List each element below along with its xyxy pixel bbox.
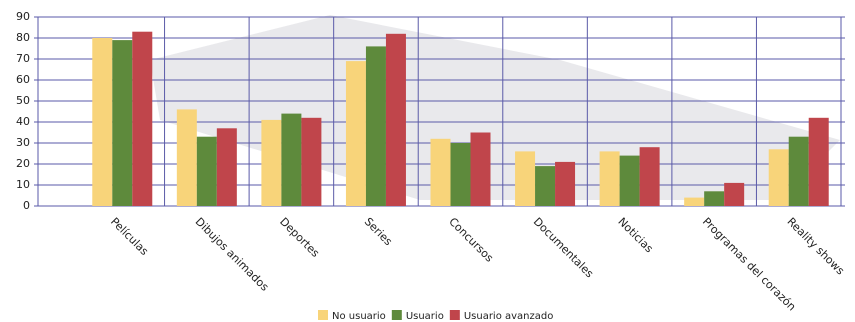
- bar: [704, 191, 725, 206]
- bar: [430, 138, 451, 206]
- y-tick-label: 10: [16, 178, 30, 191]
- bar: [808, 117, 829, 206]
- x-tick-label: Programas del corazón: [700, 215, 798, 313]
- bar: [132, 31, 153, 207]
- bar: [385, 33, 406, 206]
- y-tick-label: 60: [16, 73, 30, 86]
- x-tick-label: Documentales: [531, 215, 596, 280]
- x-tick-label: Deportes: [277, 215, 322, 260]
- bar: [599, 151, 620, 206]
- x-tick-label: Dibujos animados: [193, 215, 272, 294]
- bar: [515, 151, 536, 206]
- legend-swatch: [318, 310, 328, 320]
- x-tick-label: Noticias: [615, 215, 655, 255]
- bar: [281, 113, 302, 206]
- y-tick-label: 0: [23, 199, 30, 212]
- x-tick-label: Reality shows: [784, 215, 847, 278]
- legend-label: Usuario: [406, 311, 444, 322]
- bar: [619, 155, 640, 206]
- y-tick-label: 20: [16, 157, 30, 170]
- bar: [196, 136, 217, 206]
- bar: [216, 128, 237, 206]
- bar: [684, 197, 705, 206]
- bar: [535, 166, 556, 206]
- bar: [555, 161, 576, 206]
- y-tick-label: 80: [16, 31, 30, 44]
- legend-swatch: [449, 310, 460, 320]
- x-tick-label: Concursos: [446, 215, 496, 265]
- y-tick-label: 40: [16, 115, 30, 128]
- bar: [470, 132, 491, 206]
- bar: [112, 40, 133, 206]
- bar: [345, 61, 366, 206]
- legend-label: No usuario: [332, 311, 386, 322]
- x-tick-label: Películas: [108, 215, 151, 258]
- y-tick-label: 90: [16, 10, 30, 23]
- background-remote: [150, 15, 840, 200]
- bar: [301, 117, 322, 206]
- bar: [724, 182, 745, 206]
- bar: [365, 46, 386, 207]
- y-tick-label: 30: [16, 136, 30, 149]
- legend: No usuario Usuario Usuario avanzado: [318, 310, 553, 322]
- bar: [639, 147, 660, 206]
- x-tick-label: Series: [362, 215, 395, 248]
- bar: [261, 119, 282, 206]
- y-tick-label: 70: [16, 52, 30, 65]
- bar: [176, 109, 197, 206]
- bar: [788, 136, 809, 206]
- y-tick-label: 50: [16, 94, 30, 107]
- bar: [92, 38, 113, 206]
- bar: [768, 149, 789, 206]
- bar: [450, 143, 471, 206]
- legend-label: Usuario avanzado: [464, 311, 554, 322]
- legend-swatch: [391, 310, 402, 320]
